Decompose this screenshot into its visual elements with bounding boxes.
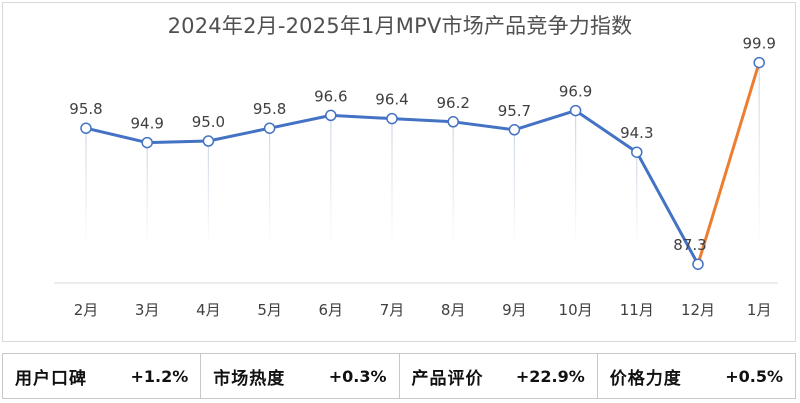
series-segment	[574, 109, 639, 154]
x-tick-label: 5月	[257, 301, 282, 319]
drop-line	[636, 152, 638, 243]
data-point	[386, 112, 398, 125]
series-segment	[512, 109, 578, 132]
x-tick-label: 6月	[319, 301, 344, 319]
metric-label: 市场热度	[213, 368, 286, 389]
drop-line	[85, 128, 87, 243]
chart-frame	[2, 2, 796, 342]
series-segment	[145, 139, 210, 145]
data-label: 96.9	[559, 83, 592, 101]
x-tick-label: 12月	[681, 301, 715, 319]
data-label: 96.4	[375, 91, 408, 109]
x-tick-label: 8月	[441, 301, 466, 319]
drop-line	[391, 118, 393, 243]
metric-value: +1.2%	[130, 366, 189, 386]
series-segment	[268, 113, 333, 130]
drop-line	[269, 128, 271, 243]
drop-line	[513, 129, 515, 243]
data-label: 87.3	[673, 236, 706, 254]
drop-line	[575, 110, 577, 243]
data-point	[141, 136, 153, 149]
metric-user-reputation: 用户口碑 +1.2%	[3, 354, 202, 398]
x-tick-label: 11月	[620, 301, 654, 319]
data-label: 99.9	[742, 35, 775, 53]
series-segment	[451, 120, 516, 132]
series-segment	[696, 61, 761, 266]
data-label: 94.3	[620, 124, 653, 142]
data-point	[263, 122, 276, 134]
metric-label: 价格力度	[609, 368, 682, 389]
x-tick-label: 3月	[135, 301, 160, 319]
data-label: 96.6	[314, 87, 347, 105]
x-tick-label: 4月	[196, 301, 221, 319]
drop-line	[207, 141, 209, 243]
x-tick-label: 9月	[502, 301, 527, 319]
drop-line	[758, 62, 760, 243]
data-point	[692, 258, 704, 270]
x-tick-label: 10月	[559, 301, 593, 319]
x-tick-label: 1月	[747, 301, 772, 319]
metrics-bar: 用户口碑 +1.2% 市场热度 +0.3% 产品评价 +22.9% 价格力度 +…	[2, 353, 796, 399]
chart-title: 2024年2月-2025年1月MPV市场产品竞争力指数	[167, 14, 633, 38]
series-segment	[206, 126, 272, 143]
data-point	[80, 122, 92, 134]
data-point	[508, 124, 521, 136]
metric-value: +22.9%	[515, 366, 585, 386]
data-point	[569, 104, 582, 117]
drop-line	[330, 115, 332, 243]
metric-value: +0.5%	[725, 366, 783, 386]
metric-price-strength: 价格力度 +0.5%	[598, 354, 795, 398]
metric-label: 产品评价	[411, 368, 484, 389]
metric-product-rating: 产品评价 +22.9%	[400, 354, 598, 398]
series-segment	[84, 126, 149, 145]
x-tick-label: 2月	[74, 301, 99, 319]
data-label: 95.0	[192, 113, 225, 131]
metric-label: 用户口碑	[15, 368, 87, 389]
series-segment	[635, 150, 700, 266]
drop-line	[146, 142, 148, 243]
x-tick-label: 7月	[380, 301, 405, 319]
metric-market-heat: 市场热度 +0.3%	[201, 354, 400, 398]
data-label: 95.7	[498, 102, 531, 120]
series-segment	[390, 117, 455, 124]
data-label: 96.2	[436, 94, 469, 112]
drop-line	[452, 121, 454, 243]
data-label: 95.8	[69, 100, 102, 118]
data-point	[447, 116, 459, 128]
data-point	[325, 109, 337, 122]
data-point	[202, 135, 215, 147]
series-segment	[329, 113, 394, 121]
metric-value: +0.3%	[328, 366, 387, 386]
line-chart: 95.8 94.9 95.0 95.8 96.6 96.4 96.2 95.7 96.9 94.3…	[54, 35, 778, 319]
data-point	[753, 56, 765, 69]
data-label: 94.9	[130, 115, 163, 133]
data-label: 95.8	[253, 100, 286, 118]
data-point	[631, 146, 643, 158]
